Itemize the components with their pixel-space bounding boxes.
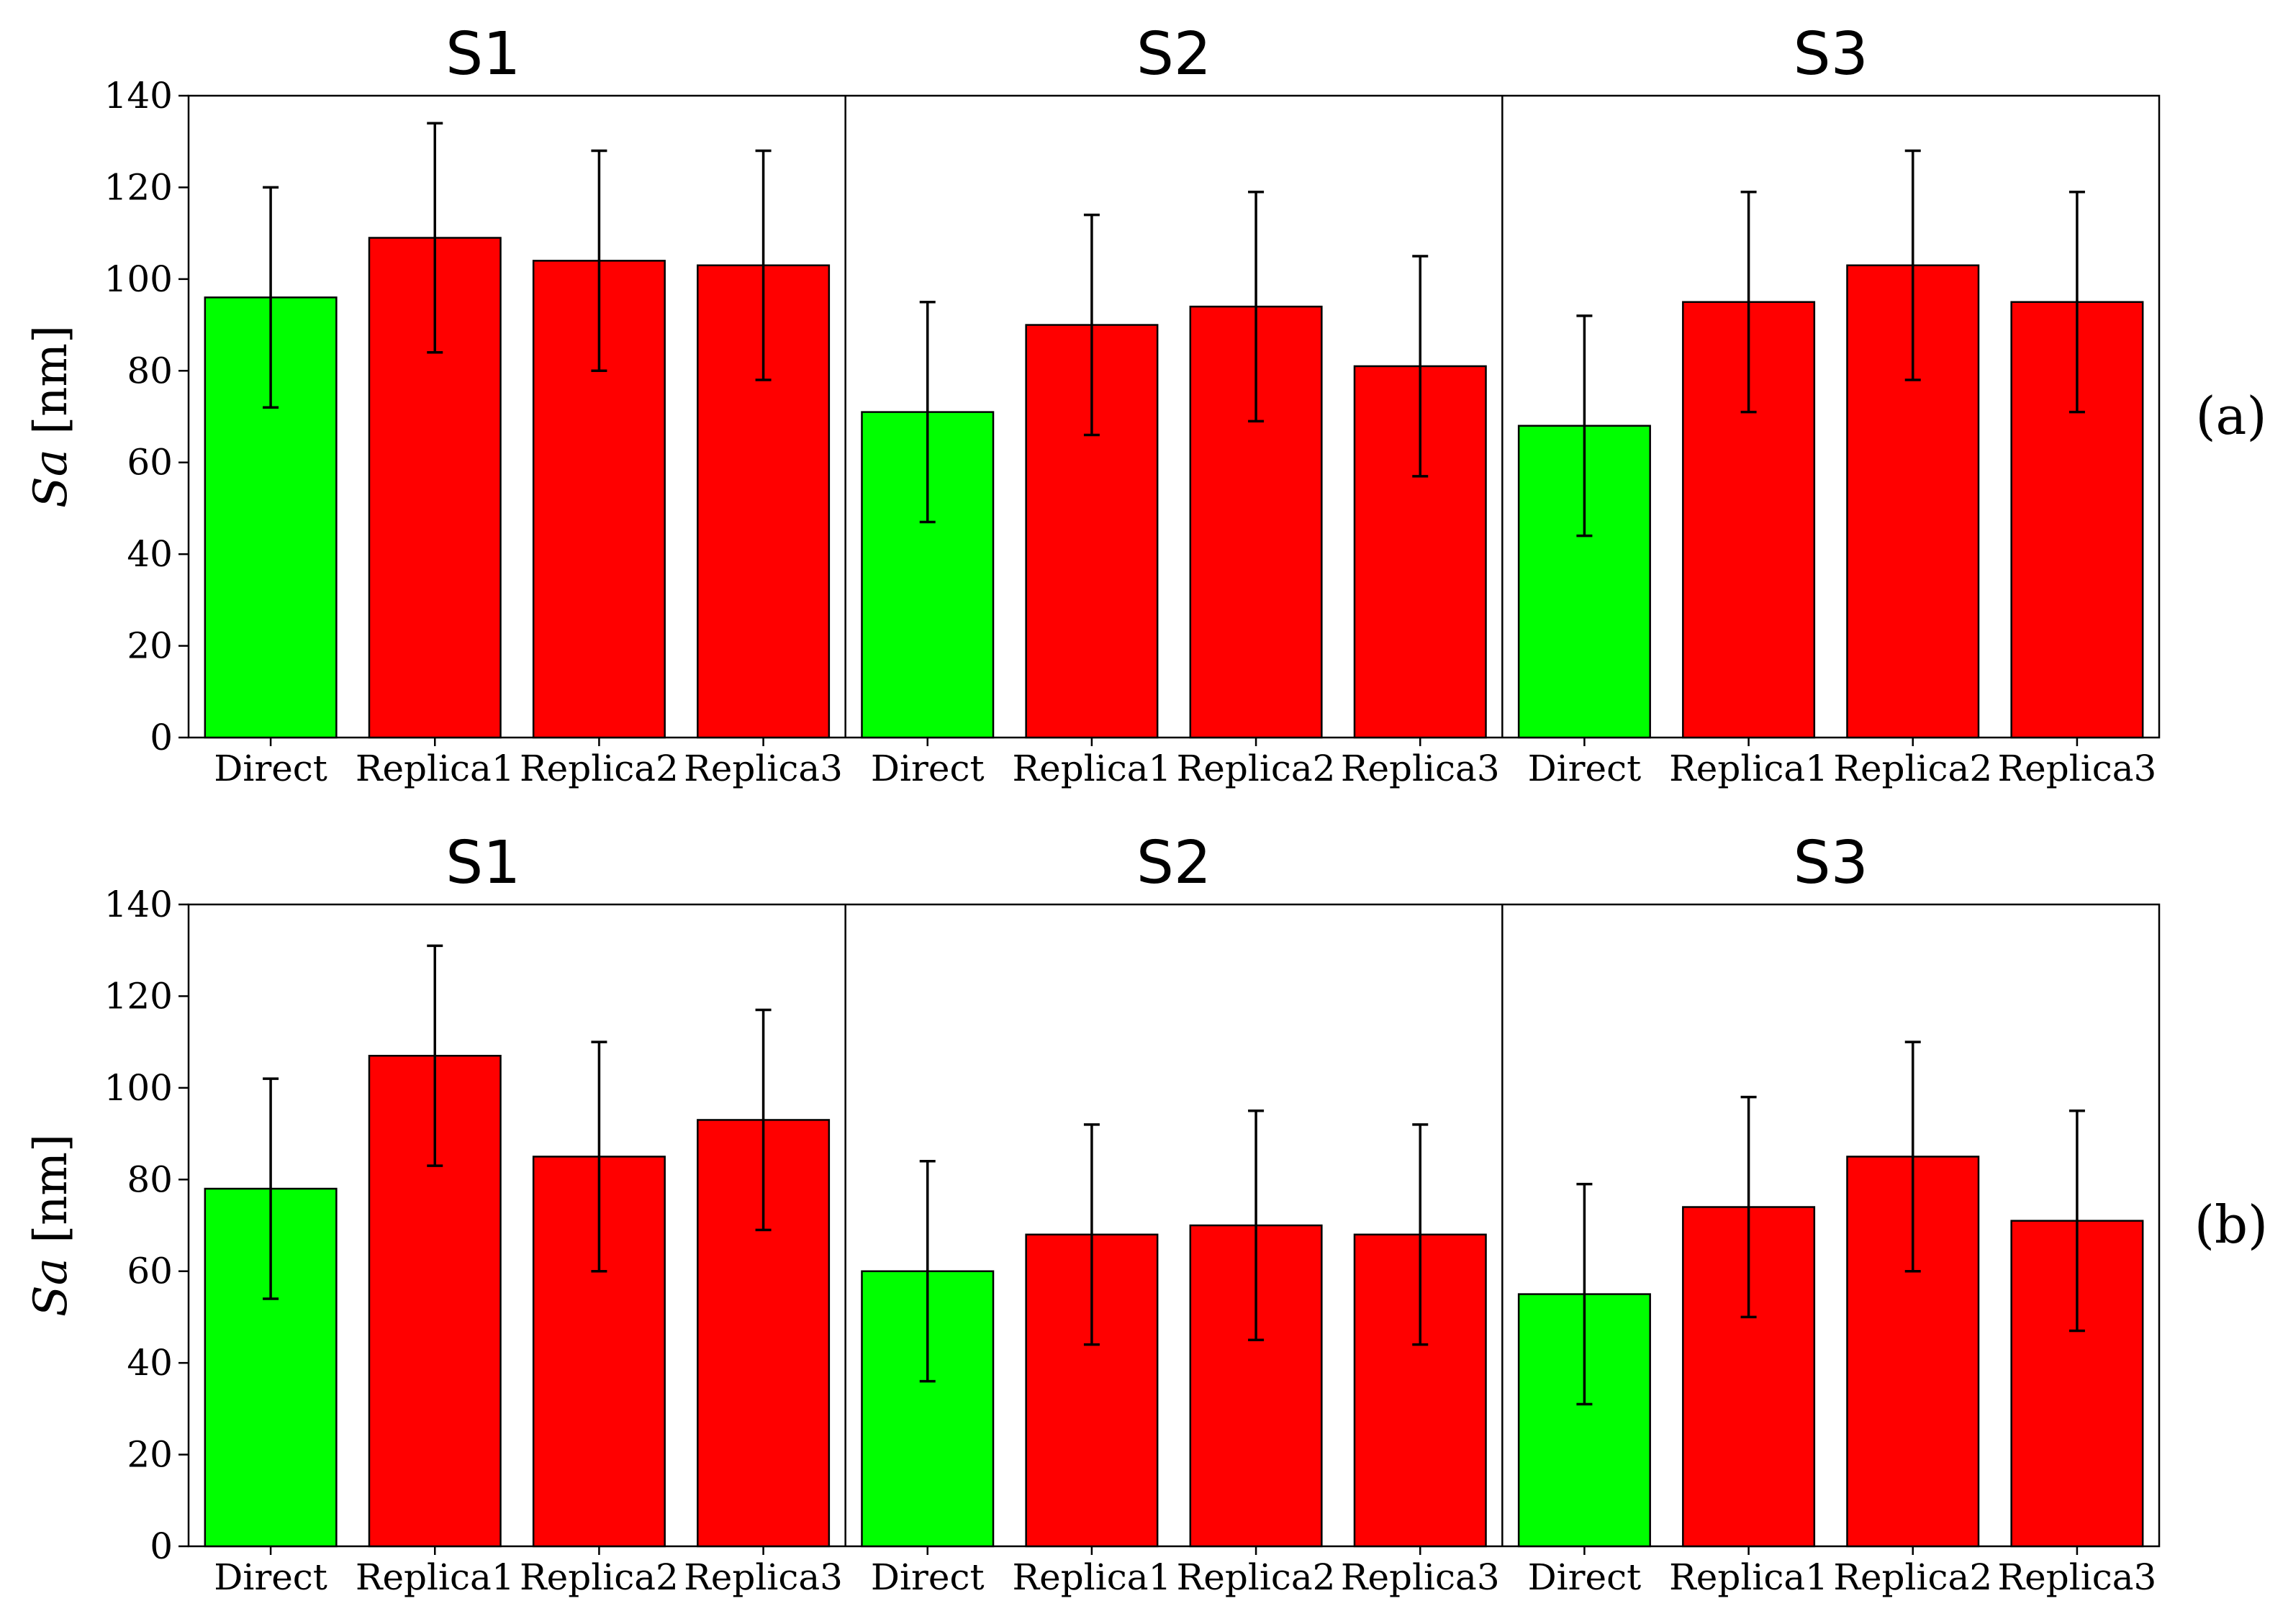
group-title-s3: S3 — [1794, 829, 1868, 897]
group-title-s1: S1 — [446, 20, 520, 89]
group-title-s2: S2 — [1136, 829, 1211, 897]
x-category-label: Direct — [214, 1556, 327, 1598]
x-category-label: Replica1 — [1669, 748, 1828, 789]
x-category-label: Replica1 — [1012, 1556, 1171, 1598]
x-category-label: Replica3 — [1341, 1556, 1500, 1598]
y-axis-label-symbol: Sa — [24, 449, 78, 508]
x-category-label: Replica2 — [520, 1556, 679, 1598]
plot-frame — [187, 94, 2161, 739]
y-tick-label: 120 — [104, 975, 173, 1017]
x-category-label: Replica3 — [684, 748, 843, 789]
x-category-label: Replica3 — [1997, 748, 2156, 789]
y-tick-label: 60 — [127, 442, 173, 484]
plot-frame — [187, 903, 2161, 1548]
x-category-label: Direct — [871, 748, 985, 789]
y-tick-label: 40 — [127, 533, 173, 575]
chart-panel-b: 0 20 40 60 80 100 120 140 Sa [nm] (b) S1 Direct Repl… — [24, 829, 2268, 1598]
y-tick-label: 140 — [104, 884, 173, 925]
y-tick-label: 140 — [104, 75, 173, 117]
y-tick-label: 100 — [104, 1067, 173, 1109]
y-axis-label: Sa [nm] — [24, 325, 78, 508]
y-tick-label: 20 — [127, 1434, 173, 1476]
x-category-label: Replica2 — [1833, 1556, 1992, 1598]
y-axis-label-symbol: Sa — [24, 1258, 78, 1317]
x-category-label: Direct — [1528, 1556, 1642, 1598]
panel-label: (a) — [2195, 386, 2266, 446]
y-axis-label: Sa [nm] — [24, 1134, 78, 1317]
y-tick-label: 0 — [150, 1525, 173, 1567]
y-tick-label: 100 — [104, 258, 173, 300]
x-category-label: Replica2 — [520, 748, 679, 789]
x-category-label: Replica3 — [684, 1556, 843, 1598]
x-category-label: Replica1 — [356, 748, 515, 789]
y-tick-label: 20 — [127, 625, 173, 667]
y-tick-label: 60 — [127, 1251, 173, 1292]
y-tick-label: 80 — [127, 350, 173, 391]
x-category-label: Replica2 — [1177, 748, 1336, 789]
y-tick-label: 40 — [127, 1342, 173, 1384]
panel-label: (b) — [2194, 1194, 2268, 1255]
x-category-label: Replica1 — [356, 1556, 515, 1598]
x-category-label: Replica2 — [1833, 748, 1992, 789]
group-title-s2: S2 — [1136, 20, 1211, 89]
x-category-label: Replica1 — [1012, 748, 1171, 789]
x-category-label: Replica2 — [1177, 1556, 1336, 1598]
chart-panel-a: 0 20 40 60 80 100 120 140 Sa [nm] (a) S1 Direct Repl… — [24, 20, 2267, 789]
y-axis-label-unit: [nm] — [24, 325, 78, 449]
group-title-s3: S3 — [1794, 20, 1868, 89]
x-category-label: Direct — [871, 1556, 985, 1598]
x-category-label: Direct — [1528, 748, 1642, 789]
x-category-label: Direct — [214, 748, 327, 789]
x-category-label: Replica1 — [1669, 1556, 1828, 1598]
x-category-label: Replica3 — [1341, 748, 1500, 789]
x-category-label: Replica3 — [1997, 1556, 2156, 1598]
y-tick-label: 120 — [104, 166, 173, 208]
y-tick-label: 0 — [150, 717, 173, 758]
y-axis-label-unit: [nm] — [24, 1134, 78, 1258]
group-title-s1: S1 — [446, 829, 520, 897]
y-tick-label: 80 — [127, 1158, 173, 1200]
